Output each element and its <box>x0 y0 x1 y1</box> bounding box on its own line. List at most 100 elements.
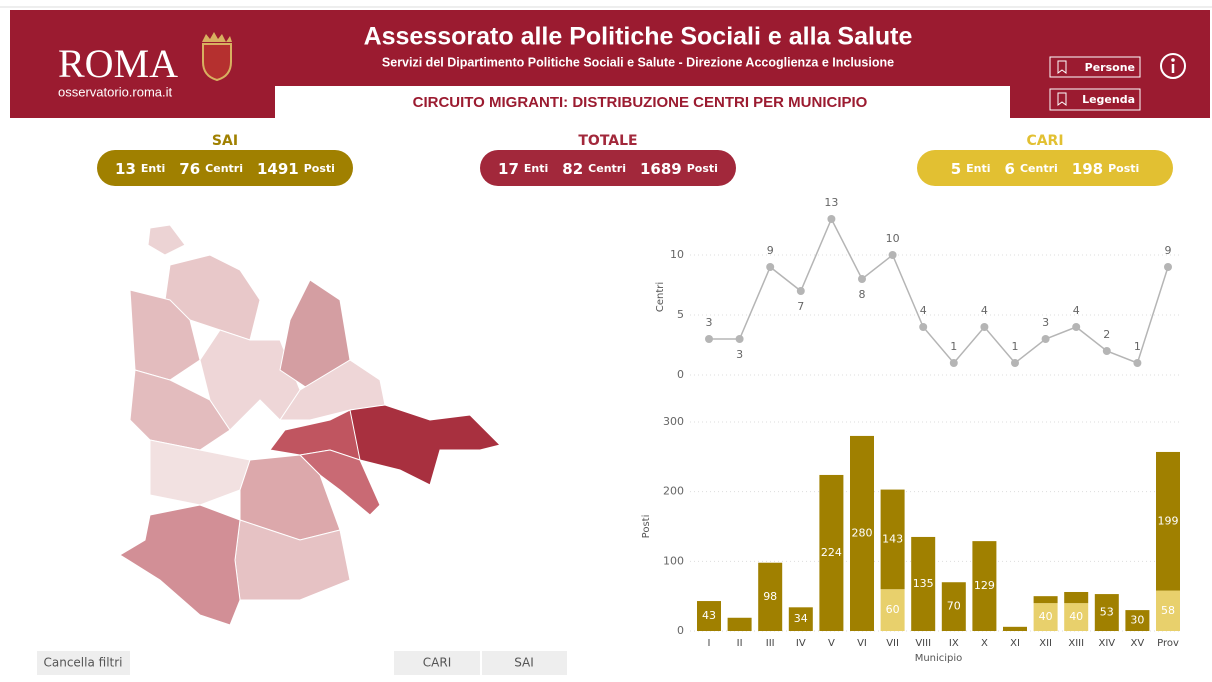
data-label: 98 <box>763 590 777 603</box>
data-label: 129 <box>974 579 995 592</box>
kpi-values: 5 Enti 6 Centri 198 Posti <box>951 160 1140 178</box>
data-label: 3 <box>1042 316 1049 329</box>
slicer-cari[interactable]: CARI <box>394 651 480 675</box>
button-label[interactable]: Legenda <box>1082 93 1135 106</box>
info-icon[interactable] <box>1160 53 1186 79</box>
kpi-pill <box>480 150 736 186</box>
y-tick-label: 0 <box>677 624 684 637</box>
y-tick-label: 300 <box>663 415 684 428</box>
x-tick-label: II <box>737 638 743 649</box>
button-label[interactable]: Persone <box>1085 61 1135 74</box>
x-tick-label: XIV <box>1098 638 1115 649</box>
data-label: 143 <box>882 532 903 545</box>
button-label[interactable]: Cancella filtri <box>43 656 122 670</box>
point <box>919 323 928 331</box>
kpi-unit: Posti <box>304 162 335 175</box>
bar-segment <box>850 435 874 631</box>
x-tick-label: X <box>981 638 988 649</box>
data-label: 40 <box>1039 610 1053 623</box>
data-label: 70 <box>947 600 961 613</box>
data-label: 3 <box>736 348 743 361</box>
bar-segment <box>1033 596 1058 604</box>
x-tick-label: XIII <box>1068 638 1084 649</box>
bar-segment <box>1003 626 1027 631</box>
kpi-number: 5 <box>951 160 961 178</box>
point <box>1011 359 1019 367</box>
bar-segment <box>1094 594 1119 631</box>
slicer-sai[interactable]: SAI <box>482 651 567 675</box>
y-tick-label: 200 <box>663 485 684 498</box>
data-label: 8 <box>859 288 866 301</box>
map[interactable] <box>119 224 501 626</box>
kpi-number: 198 <box>1072 160 1103 178</box>
clear-filters-button[interactable]: Cancella filtri <box>37 651 130 675</box>
y-tick-label: 100 <box>663 554 684 567</box>
kpi-values: 13 Enti 76 Centri 1491 Posti <box>115 160 335 178</box>
point <box>980 323 989 331</box>
point <box>1102 347 1111 355</box>
kpi-pill <box>97 150 353 186</box>
data-label: 1 <box>1134 340 1141 353</box>
bar-segment <box>788 607 813 631</box>
data-label: 10 <box>886 232 900 245</box>
slicer-label[interactable]: CARI <box>423 656 451 670</box>
point <box>705 335 713 343</box>
kpi-unit: Enti <box>524 162 548 175</box>
y-tick-label: 0 <box>677 368 684 381</box>
page-title-box <box>275 86 1010 118</box>
x-tick-label: VII <box>886 638 899 649</box>
x-tick-label: XV <box>1131 638 1145 649</box>
bar-segment <box>819 474 844 631</box>
point <box>858 275 866 283</box>
x-tick-label: I <box>708 638 711 649</box>
x-tick-label: IX <box>949 638 959 649</box>
bar-segment <box>1125 610 1150 631</box>
kpi-number: 76 <box>179 160 200 178</box>
kpi-values: 17 Enti 82 Centri 1689 Posti <box>498 160 718 178</box>
data-label: 3 <box>706 316 713 329</box>
data-label: 40 <box>1069 610 1083 623</box>
bar-segment <box>697 601 721 631</box>
kpi-number: 17 <box>498 160 519 178</box>
data-label: 9 <box>1165 244 1172 257</box>
data-label: 1 <box>1012 340 1019 353</box>
slicer-label[interactable]: SAI <box>514 656 534 670</box>
bar-segment <box>1033 603 1058 631</box>
data-label: 53 <box>1100 606 1114 619</box>
y-tick-label: 10 <box>670 248 684 261</box>
site: osservatorio.roma.it <box>58 84 173 99</box>
bar-segment <box>1064 603 1089 631</box>
data-label: 280 <box>852 526 873 539</box>
kpi-number: 82 <box>562 160 583 178</box>
y-axis-label: Posti <box>641 515 652 539</box>
kpi-number: 6 <box>1005 160 1015 178</box>
kpi-label: SAI <box>212 133 238 149</box>
point <box>827 215 836 223</box>
data-label: 224 <box>821 546 842 559</box>
x-tick-label: Prov <box>1157 638 1179 649</box>
y-tick-label: 5 <box>677 308 684 321</box>
bar-segment <box>911 536 936 631</box>
bar-segment <box>972 541 997 631</box>
button-legenda[interactable]: Legenda <box>1049 88 1141 111</box>
data-label: 60 <box>886 603 900 616</box>
kpi-unit: Posti <box>1108 162 1139 175</box>
point <box>949 359 958 367</box>
button-persone[interactable]: Persone <box>1049 56 1141 78</box>
data-label: 13 <box>824 196 838 209</box>
point <box>1133 359 1142 367</box>
kpi-unit: Centri <box>1020 162 1058 175</box>
point <box>888 251 897 259</box>
point <box>766 263 775 271</box>
data-label: 58 <box>1161 604 1175 617</box>
data-label: 43 <box>702 609 716 622</box>
data-label: 7 <box>797 300 804 313</box>
kpi-label: CARI <box>1026 133 1063 149</box>
point <box>796 287 805 295</box>
kpi-pill <box>917 150 1173 186</box>
data-label: 1 <box>950 340 957 353</box>
data-label: 4 <box>981 304 988 317</box>
data-label: 4 <box>1073 304 1080 317</box>
point <box>1072 323 1081 331</box>
point <box>735 335 744 343</box>
